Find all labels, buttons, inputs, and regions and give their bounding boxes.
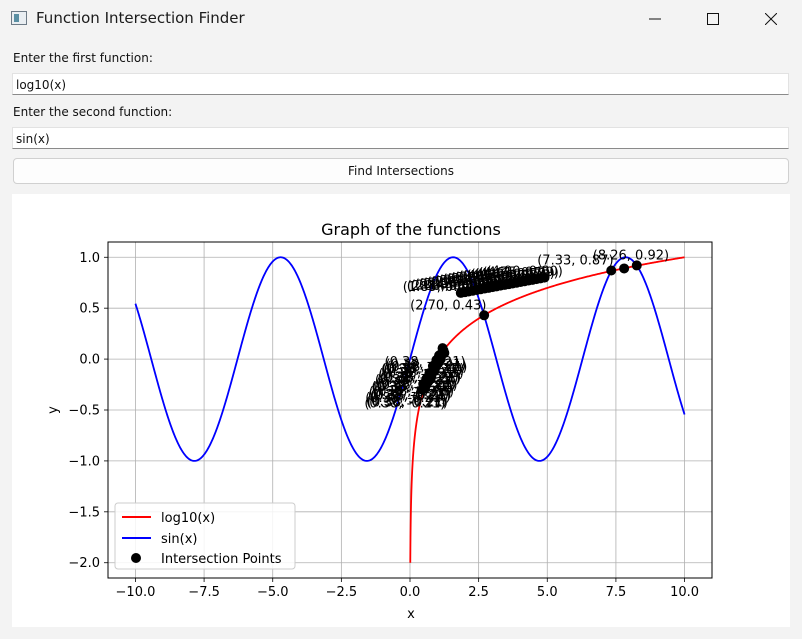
x-tick-label: 10.0 [670, 585, 699, 600]
intersection-label: (7.33, 0.87) [537, 254, 613, 269]
cluster-point-label: (0.38, -0.21) [372, 380, 453, 395]
app-window-icon [11, 11, 27, 25]
x-tick-label: −2.5 [326, 585, 358, 600]
find-intersections-button[interactable]: Find Intersections [13, 158, 789, 184]
intersection-point [631, 260, 642, 271]
cluster-point-label: (0.38, -0.21) [376, 376, 457, 391]
chart-title: Graph of the functions [321, 220, 501, 239]
cluster-point [539, 272, 550, 283]
cluster-point-label: (0.38, -0.21) [364, 397, 445, 412]
cluster-point-label: (4.90, 0.80) [487, 265, 563, 280]
cluster-point-label: (0.38, -0.21) [371, 380, 452, 395]
legend-label-points: Intersection Points [161, 552, 282, 567]
legend-marker-points [131, 553, 141, 563]
second-function-input[interactable] [13, 129, 788, 149]
cluster-point-label: (0.38, -0.21) [378, 367, 459, 382]
cluster-point-label: (0.38, -0.21) [383, 366, 464, 381]
x-tick-label: −7.5 [188, 585, 220, 600]
y-tick-label: 0.5 [79, 302, 100, 317]
legend-label-log10: log10(x) [161, 511, 215, 526]
cluster-point-label: (0.38, -0.21) [368, 388, 449, 403]
series-line-sin [134, 256, 686, 462]
second-function-label: Enter the second function: [13, 105, 173, 119]
cluster-point-label: (0.38, -0.21) [385, 357, 466, 372]
first-function-label: Enter the first function: [13, 51, 153, 65]
cluster-point-label: (0.38, -0.21) [371, 388, 452, 403]
cluster-point-label: (0.38, -0.21) [369, 385, 450, 400]
cluster-point-label: (0.38, -0.21) [385, 355, 466, 370]
y-tick-label: −1.5 [68, 505, 100, 520]
x-tick-label: 7.5 [606, 585, 627, 600]
cluster-point-label: (0.38, -0.21) [384, 362, 465, 377]
chart: Graph of the functions (0.38, -0.21)(0.3… [46, 220, 713, 622]
cluster-point-label: (0.38, -0.21) [375, 373, 456, 388]
axis-ticks: −10.0 −7.5 −5.0 −2.5 0.0 2.5 5.0 7.5 10.0 −2.0 −1.… [68, 251, 699, 600]
y-axis-label: y [46, 406, 61, 414]
plot-canvas: Graph of the functions (0.38, -0.21) (0.3… [12, 194, 790, 627]
cluster-point-label: (0.38, -0.21) [366, 394, 447, 409]
y-tick-label: −1.0 [68, 454, 100, 469]
second-function-field[interactable] [12, 127, 789, 149]
cluster-point-label: (0.38, -0.21) [381, 363, 462, 378]
cluster-point-label: (0.38, -0.21) [382, 362, 463, 377]
maximize-icon [707, 13, 719, 25]
cluster-point-label: (0.38, -0.21) [367, 396, 448, 411]
cluster-point-label: (0.38, -0.21) [379, 371, 460, 386]
cluster-point-label: (0.38, -0.21) [378, 371, 459, 386]
x-tick-label: −10.0 [116, 585, 156, 600]
cluster-point-label: (0.38, -0.21) [377, 378, 458, 393]
y-tick-label: 0.0 [79, 353, 100, 368]
intersection-point [479, 310, 490, 321]
x-axis-label: x [407, 607, 415, 622]
maximize-button[interactable] [684, 0, 742, 38]
intersection-points: (0.38, -0.21)(0.38, -0.21)(0.38, -0.21)(… [364, 248, 669, 411]
x-tick-label: 5.0 [537, 585, 558, 600]
legend: log10(x) sin(x) Intersection Points [114, 502, 296, 570]
intersection-point [619, 263, 630, 274]
intersection-label: (8.26, 0.92) [593, 248, 669, 263]
close-button[interactable] [742, 0, 800, 38]
first-function-input[interactable] [13, 75, 788, 95]
title-bar: Function Intersection Finder [0, 0, 802, 38]
legend-label-sin: sin(x) [161, 532, 197, 547]
first-function-field[interactable] [12, 73, 789, 95]
x-tick-label: 0.0 [400, 585, 421, 600]
cluster-point-label: (0.38, -0.21) [373, 384, 454, 399]
cluster-point [439, 347, 450, 358]
minimize-icon [649, 18, 661, 20]
y-tick-label: −2.0 [68, 556, 100, 571]
minimize-button[interactable] [626, 0, 684, 38]
cluster-point-label: (0.38, -0.21) [380, 370, 461, 385]
cluster-point-label: (0.38, -0.21) [370, 390, 451, 405]
window-title: Function Intersection Finder [36, 9, 245, 27]
y-tick-label: −0.5 [68, 404, 100, 419]
y-tick-label: 1.0 [79, 251, 100, 266]
close-icon [765, 13, 777, 25]
cluster-point-label: (0.38, -0.21) [365, 391, 446, 406]
cluster-point-label: (0.38, -0.21) [386, 360, 467, 375]
intersection-label: (2.70, 0.43) [410, 298, 486, 313]
x-tick-label: 2.5 [468, 585, 489, 600]
x-tick-label: −5.0 [257, 585, 289, 600]
intersection-point [606, 265, 617, 276]
cluster-point-label: (0.38, -0.21) [374, 379, 455, 394]
